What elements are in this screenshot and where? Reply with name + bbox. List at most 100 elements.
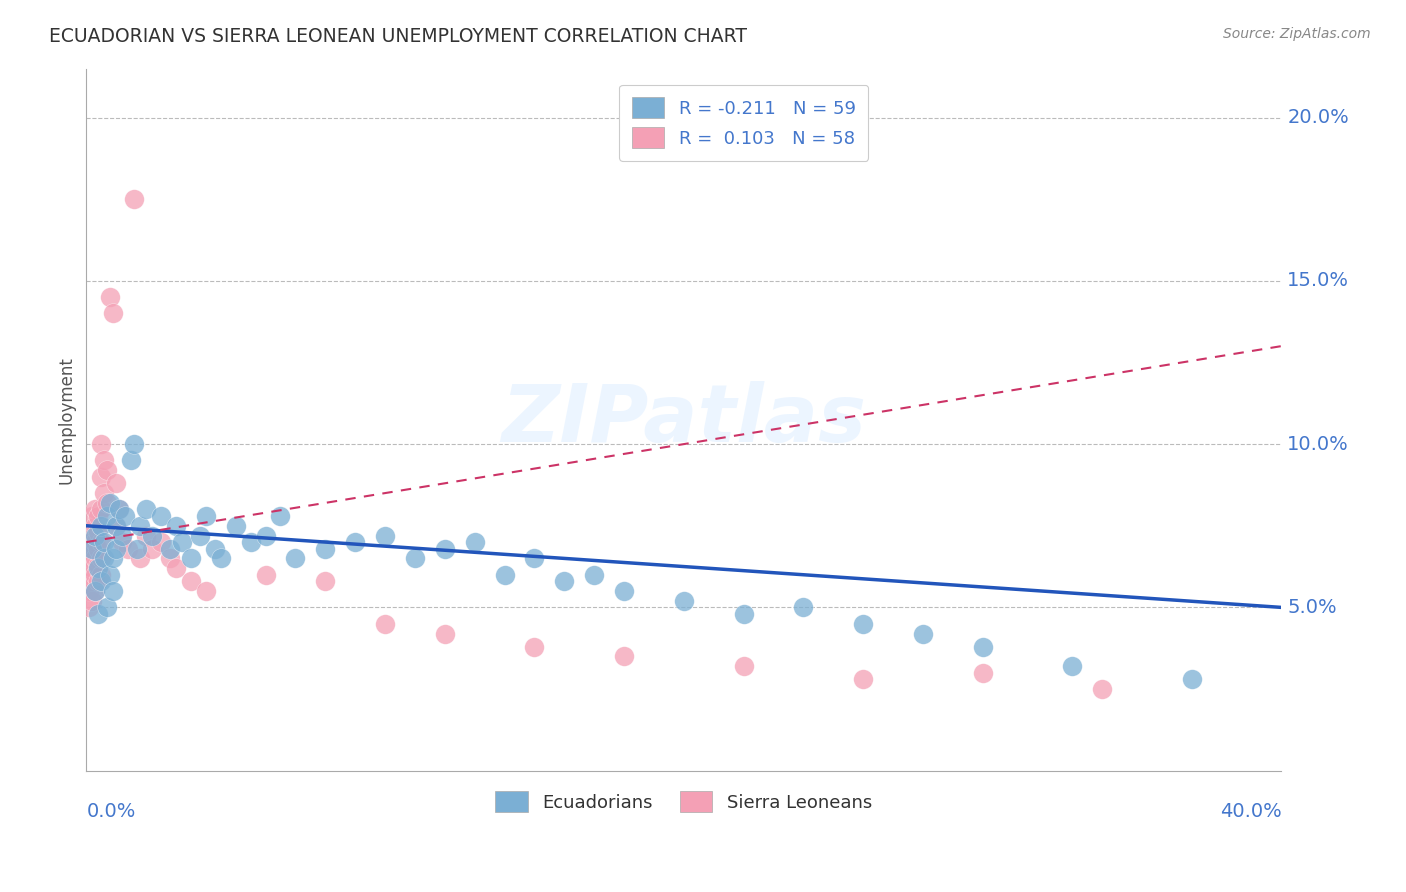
Point: [165, 518, 187, 533]
Point: [523, 640, 546, 654]
Point: [852, 616, 875, 631]
Point: [87, 508, 110, 523]
Point: [149, 535, 172, 549]
Point: [84, 584, 107, 599]
Point: [111, 528, 134, 542]
Point: [404, 551, 426, 566]
Point: [284, 551, 307, 566]
Point: [111, 535, 134, 549]
Point: [254, 567, 277, 582]
Point: [96, 463, 118, 477]
Point: [149, 508, 172, 523]
Text: 0.0%: 0.0%: [86, 802, 135, 822]
Point: [204, 541, 226, 556]
Point: [1181, 672, 1204, 686]
Point: [82, 508, 104, 523]
Point: [105, 518, 128, 533]
Point: [87, 607, 110, 621]
Point: [105, 541, 128, 556]
Point: [170, 535, 193, 549]
Point: [122, 437, 145, 451]
Point: [105, 476, 128, 491]
Point: [96, 508, 118, 523]
Point: [84, 551, 107, 566]
Point: [523, 551, 546, 566]
Point: [90, 535, 112, 549]
Point: [239, 535, 262, 549]
Text: 40.0%: 40.0%: [1219, 802, 1281, 822]
Point: [90, 551, 112, 566]
Point: [84, 584, 107, 599]
Point: [84, 502, 107, 516]
Point: [87, 541, 110, 556]
Point: [1091, 681, 1114, 696]
Point: [129, 518, 152, 533]
Point: [77, 584, 100, 599]
Point: [1062, 659, 1084, 673]
Point: [101, 584, 124, 599]
Point: [82, 574, 104, 589]
Point: [852, 672, 875, 686]
Point: [105, 518, 128, 533]
Point: [77, 535, 100, 549]
Point: [87, 525, 110, 540]
Point: [77, 600, 100, 615]
Point: [613, 584, 636, 599]
Point: [120, 453, 142, 467]
Point: [433, 541, 456, 556]
Point: [93, 535, 115, 549]
Point: [911, 626, 934, 640]
Point: [141, 528, 163, 542]
Point: [90, 574, 112, 589]
Point: [733, 607, 755, 621]
Point: [77, 551, 100, 566]
Point: [188, 528, 211, 542]
Point: [733, 659, 755, 673]
Text: 15.0%: 15.0%: [1288, 271, 1350, 290]
Point: [194, 584, 217, 599]
Point: [792, 600, 814, 615]
Point: [101, 551, 124, 566]
Point: [159, 551, 181, 566]
Point: [96, 600, 118, 615]
Point: [135, 528, 157, 542]
Point: [108, 502, 131, 516]
Point: [77, 567, 100, 582]
Point: [129, 551, 152, 566]
Point: [464, 535, 486, 549]
Point: [82, 594, 104, 608]
Point: [374, 616, 396, 631]
Point: [344, 535, 367, 549]
Point: [87, 558, 110, 572]
Point: [84, 528, 107, 542]
Point: [122, 192, 145, 206]
Text: 20.0%: 20.0%: [1288, 108, 1350, 127]
Point: [90, 469, 112, 483]
Point: [117, 541, 139, 556]
Point: [87, 561, 110, 575]
Legend: Ecuadorians, Sierra Leoneans: Ecuadorians, Sierra Leoneans: [482, 779, 884, 825]
Point: [374, 528, 396, 542]
Point: [553, 574, 575, 589]
Text: 10.0%: 10.0%: [1288, 434, 1350, 454]
Point: [93, 551, 115, 566]
Point: [90, 567, 112, 582]
Point: [93, 453, 115, 467]
Point: [96, 496, 118, 510]
Point: [135, 502, 157, 516]
Point: [165, 561, 187, 575]
Point: [108, 502, 131, 516]
Point: [84, 518, 107, 533]
Point: [433, 626, 456, 640]
Point: [82, 541, 104, 556]
Text: Source: ZipAtlas.com: Source: ZipAtlas.com: [1223, 27, 1371, 41]
Text: ECUADORIAN VS SIERRA LEONEAN UNEMPLOYMENT CORRELATION CHART: ECUADORIAN VS SIERRA LEONEAN UNEMPLOYMEN…: [49, 27, 747, 45]
Point: [84, 567, 107, 582]
Point: [141, 541, 163, 556]
Point: [90, 518, 112, 533]
Point: [269, 508, 291, 523]
Point: [180, 574, 202, 589]
Point: [98, 496, 121, 510]
Point: [672, 594, 695, 608]
Point: [125, 541, 148, 556]
